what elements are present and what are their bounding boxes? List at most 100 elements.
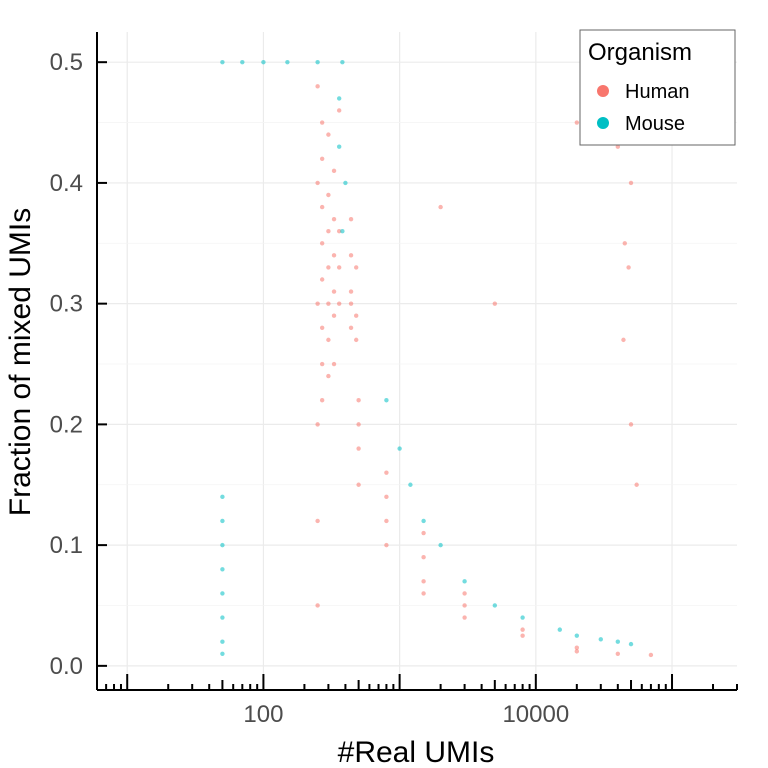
data-point-human xyxy=(331,168,337,174)
data-point-mouse xyxy=(220,59,225,65)
data-point-human xyxy=(331,216,337,222)
data-point-human xyxy=(421,530,426,536)
data-point-human xyxy=(331,361,337,367)
data-point-mouse xyxy=(598,637,603,642)
data-point-human xyxy=(348,325,354,330)
data-point-mouse xyxy=(336,96,342,101)
data-point-human xyxy=(356,446,361,451)
data-point-mouse xyxy=(615,639,621,644)
data-point-mouse xyxy=(220,494,225,500)
data-point-human xyxy=(336,108,342,113)
data-point-mouse xyxy=(285,59,290,65)
data-point-human xyxy=(319,156,325,161)
data-point-human xyxy=(628,422,634,427)
data-point-human xyxy=(326,132,331,137)
data-point-human xyxy=(319,120,325,125)
data-point-mouse xyxy=(315,59,320,65)
grid-lines xyxy=(97,32,737,690)
data-point-human xyxy=(574,649,580,654)
data-point-mouse xyxy=(220,615,225,620)
data-point-human xyxy=(315,603,320,608)
data-point-human xyxy=(326,301,331,306)
data-point-mouse xyxy=(384,398,389,403)
data-point-human xyxy=(384,470,389,475)
data-point-mouse xyxy=(220,591,225,596)
data-point-human xyxy=(315,301,320,306)
data-point-human xyxy=(354,337,359,343)
data-point-mouse xyxy=(462,579,467,584)
data-point-human xyxy=(628,180,634,186)
data-point-mouse xyxy=(628,641,634,647)
data-point-human xyxy=(348,289,354,294)
axes xyxy=(96,32,738,691)
data-point-human xyxy=(319,277,325,282)
data-point-human xyxy=(326,373,331,379)
data-point-human xyxy=(462,591,467,596)
legend: Organism Human Mouse xyxy=(579,29,736,146)
legend-label-mouse: Mouse xyxy=(625,113,685,135)
data-point-mouse xyxy=(261,59,266,65)
data-point-human xyxy=(319,361,325,367)
data-point-mouse xyxy=(340,229,345,234)
data-point-mouse xyxy=(397,446,402,451)
data-point-mouse xyxy=(340,59,345,65)
data-point-human xyxy=(384,542,389,548)
data-point-human xyxy=(621,337,626,343)
data-point-human xyxy=(348,301,354,306)
data-point-mouse xyxy=(421,518,426,524)
data-point-human xyxy=(356,482,361,487)
data-point-mouse xyxy=(408,482,413,487)
data-point-human xyxy=(319,325,325,330)
data-point-human xyxy=(462,603,467,608)
data-point-human xyxy=(384,494,389,500)
data-point-human xyxy=(356,398,361,403)
data-point-human xyxy=(336,265,342,270)
data-point-human xyxy=(492,301,498,306)
data-point-human xyxy=(354,313,359,318)
data-point-human xyxy=(356,422,361,427)
data-point-human xyxy=(336,301,342,306)
data-point-human xyxy=(615,651,621,656)
data-point-human xyxy=(421,554,426,560)
data-point-human xyxy=(319,241,325,246)
data-point-mouse xyxy=(240,59,245,65)
data-point-mouse xyxy=(574,633,580,638)
data-point-mouse xyxy=(220,518,225,524)
data-point-human xyxy=(331,253,337,258)
data-point-human xyxy=(348,216,354,222)
data-point-mouse xyxy=(520,615,525,620)
x-tick-label: 10000 xyxy=(502,701,569,728)
legend-key-mouse xyxy=(597,117,609,129)
data-point-human xyxy=(421,579,426,584)
data-point-mouse xyxy=(343,180,348,186)
legend-label-human: Human xyxy=(625,81,689,103)
data-point-human xyxy=(634,482,639,487)
x-axis-title: #Real UMIs xyxy=(338,736,495,768)
data-point-human xyxy=(622,241,627,246)
y-tick-label: 0.1 xyxy=(50,532,83,559)
data-point-human xyxy=(319,204,325,210)
data-point-human xyxy=(336,229,342,234)
data-point-human xyxy=(326,337,331,343)
data-point-human xyxy=(315,84,320,89)
data-point-human xyxy=(315,180,320,186)
data-point-human xyxy=(326,229,331,234)
y-tick-label: 0.2 xyxy=(50,411,83,438)
data-point-human xyxy=(326,265,331,270)
data-point-human xyxy=(648,652,654,658)
data-point-mouse xyxy=(220,542,225,548)
y-axis-title: Fraction of mixed UMIs xyxy=(4,208,37,516)
data-point-human xyxy=(331,289,337,294)
data-point-human xyxy=(326,192,331,198)
y-tick-label: 0.5 xyxy=(50,49,83,76)
data-point-human xyxy=(615,144,621,149)
data-point-mouse xyxy=(220,567,225,572)
data-point-human xyxy=(354,265,359,270)
data-point-human xyxy=(315,518,320,524)
data-point-human xyxy=(520,633,525,638)
data-point-human xyxy=(348,253,354,258)
data-point-human xyxy=(438,204,443,210)
data-point-human xyxy=(421,591,426,596)
data-point-human xyxy=(626,265,631,270)
data-point-mouse xyxy=(336,144,342,149)
